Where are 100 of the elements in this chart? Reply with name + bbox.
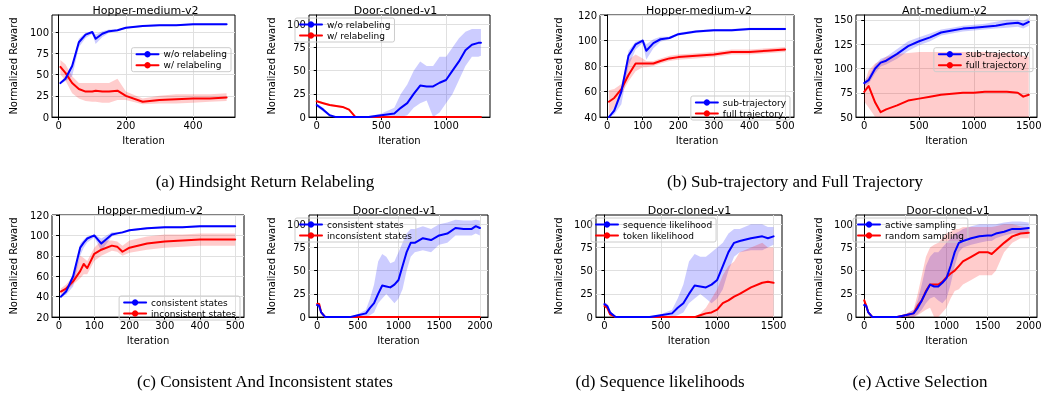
x-tick-label: 0 bbox=[55, 319, 63, 331]
x-tick-label: 100 bbox=[633, 119, 653, 131]
x-tick-label: 1000 bbox=[385, 319, 412, 331]
chart-title: Ant-medium-v2 bbox=[901, 4, 988, 17]
x-tick-label: 300 bbox=[704, 119, 724, 131]
y-tick-label: 120 bbox=[29, 209, 49, 221]
x-tick-label: 0 bbox=[55, 119, 62, 131]
y-tick-label: 150 bbox=[833, 14, 853, 26]
x-axis-title: Iteration bbox=[925, 134, 968, 146]
y-tick-label: 80 bbox=[36, 250, 49, 262]
y-tick-label: 50 bbox=[36, 69, 49, 81]
y-axis-title: Normalized Reward bbox=[552, 17, 564, 115]
y-tick-label: 25 bbox=[36, 90, 49, 102]
y-tick-label: 80 bbox=[584, 60, 597, 72]
y-tick-label: 75 bbox=[580, 241, 593, 253]
x-tick-label: 0 bbox=[861, 119, 868, 131]
y-tick-label: 100 bbox=[286, 18, 306, 30]
chart-title: Hopper-medium-v2 bbox=[646, 4, 752, 17]
y-tick-label: 0 bbox=[299, 311, 306, 323]
x-axis-title: Iteration bbox=[925, 334, 968, 346]
y-tick-label: 75 bbox=[840, 241, 853, 253]
chart-title: Door-cloned-v1 bbox=[647, 204, 732, 217]
y-axis-title: Normalized Reward bbox=[552, 217, 564, 315]
y-axis-title: Normalized Reward bbox=[265, 17, 277, 115]
y-tick-label: 25 bbox=[293, 88, 306, 100]
legend-label: inconsistent states bbox=[327, 230, 413, 241]
y-tick-label: 120 bbox=[577, 9, 597, 21]
text: (b) Sub-trajectory and Full Trajectory bbox=[666, 172, 924, 192]
x-tick-label: 100 bbox=[84, 319, 104, 331]
chart-title: Hopper-medium-v2 bbox=[97, 204, 203, 217]
y-tick-label: 75 bbox=[36, 47, 49, 59]
y-tick-label: 100 bbox=[833, 62, 853, 74]
x-tick-label: 500 bbox=[651, 319, 671, 331]
x-tick-label: 300 bbox=[155, 319, 175, 331]
y-axis-title: Normalized Reward bbox=[7, 217, 19, 315]
x-axis-title: Iteration bbox=[377, 334, 420, 346]
x-tick-label: 500 bbox=[895, 319, 915, 331]
y-tick-label: 50 bbox=[840, 265, 853, 277]
y-tick-label: 50 bbox=[840, 111, 853, 123]
y-axis-title: Normalized Reward bbox=[812, 17, 824, 115]
x-tick-label: 500 bbox=[371, 119, 391, 131]
y-tick-label: 0 bbox=[586, 311, 593, 323]
chart-title: Hopper-medium-v2 bbox=[92, 4, 199, 17]
y-axis-title: Normalized Reward bbox=[265, 217, 277, 315]
chart-title: Door-cloned-v1 bbox=[352, 204, 437, 217]
y-tick-label: 25 bbox=[580, 288, 593, 300]
x-tick-label: 500 bbox=[775, 119, 795, 131]
text: (d) Sequence likelihoods bbox=[574, 372, 746, 392]
x-tick-label: 0 bbox=[603, 119, 611, 131]
y-tick-label: 50 bbox=[580, 265, 593, 277]
chart-title: Door-cloned-v1 bbox=[906, 204, 990, 217]
x-tick-label: 200 bbox=[119, 319, 140, 331]
legend-label: active sampling bbox=[885, 219, 957, 230]
x-tick-label: 0 bbox=[313, 119, 320, 131]
y-tick-label: 100 bbox=[573, 218, 593, 230]
y-tick-label: 100 bbox=[29, 26, 49, 38]
x-tick-label: 1500 bbox=[760, 319, 787, 331]
x-tick-label: 200 bbox=[668, 119, 688, 131]
legend-label: w/o relabeling bbox=[327, 19, 391, 30]
x-tick-label: 2000 bbox=[1016, 319, 1042, 331]
x-tick-label: 1500 bbox=[426, 319, 452, 331]
legend-label: full trajectory bbox=[965, 60, 1028, 71]
legend-label: w/o relabeling bbox=[163, 49, 227, 60]
y-tick-label: 60 bbox=[584, 86, 597, 98]
legend-label: sequence likelihood bbox=[623, 219, 713, 230]
y-tick-label: 0 bbox=[846, 311, 853, 323]
y-tick-label: 60 bbox=[36, 270, 49, 282]
x-tick-label: 400 bbox=[190, 319, 210, 331]
y-tick-label: 100 bbox=[577, 35, 597, 47]
y-axis-title: Normalized Reward bbox=[812, 217, 824, 315]
y-tick-label: 125 bbox=[833, 38, 853, 50]
x-tick-label: 1500 bbox=[1016, 119, 1042, 131]
x-tick-label: 500 bbox=[909, 119, 929, 131]
legend-label: full trajectory bbox=[722, 108, 785, 119]
y-tick-label: 50 bbox=[293, 65, 306, 77]
x-tick-label: 400 bbox=[183, 119, 203, 131]
y-tick-label: 25 bbox=[293, 288, 306, 300]
x-tick-label: 1000 bbox=[933, 319, 960, 331]
legend-label: w/ relabeling bbox=[163, 60, 222, 71]
y-tick-label: 25 bbox=[840, 288, 853, 300]
x-tick-label: 2000 bbox=[467, 319, 493, 331]
y-tick-label: 0 bbox=[42, 111, 49, 123]
x-tick-label: 1000 bbox=[704, 319, 730, 331]
legend-label: inconsistent states bbox=[151, 308, 237, 319]
x-tick-label: 1000 bbox=[961, 119, 987, 131]
x-axis-title: Iteration bbox=[378, 134, 421, 146]
y-tick-label: 20 bbox=[36, 311, 49, 323]
text: (c) Consistent And Inconsistent states bbox=[136, 372, 394, 392]
legend-label: sub-trajectory bbox=[965, 49, 1030, 60]
y-tick-label: 75 bbox=[293, 241, 306, 253]
y-tick-label: 100 bbox=[29, 229, 49, 241]
y-tick-label: 40 bbox=[36, 291, 49, 303]
y-axis-title: Normalized Reward bbox=[7, 17, 19, 115]
legend-label: consistent states bbox=[151, 297, 229, 308]
y-tick-label: 50 bbox=[293, 265, 306, 277]
x-tick-label: 0 bbox=[313, 319, 321, 331]
chart-title: Door-cloned-v1 bbox=[353, 4, 438, 17]
y-tick-label: 100 bbox=[286, 218, 306, 230]
x-axis-title: Iteration bbox=[675, 134, 719, 146]
x-tick-label: 0 bbox=[861, 319, 868, 331]
